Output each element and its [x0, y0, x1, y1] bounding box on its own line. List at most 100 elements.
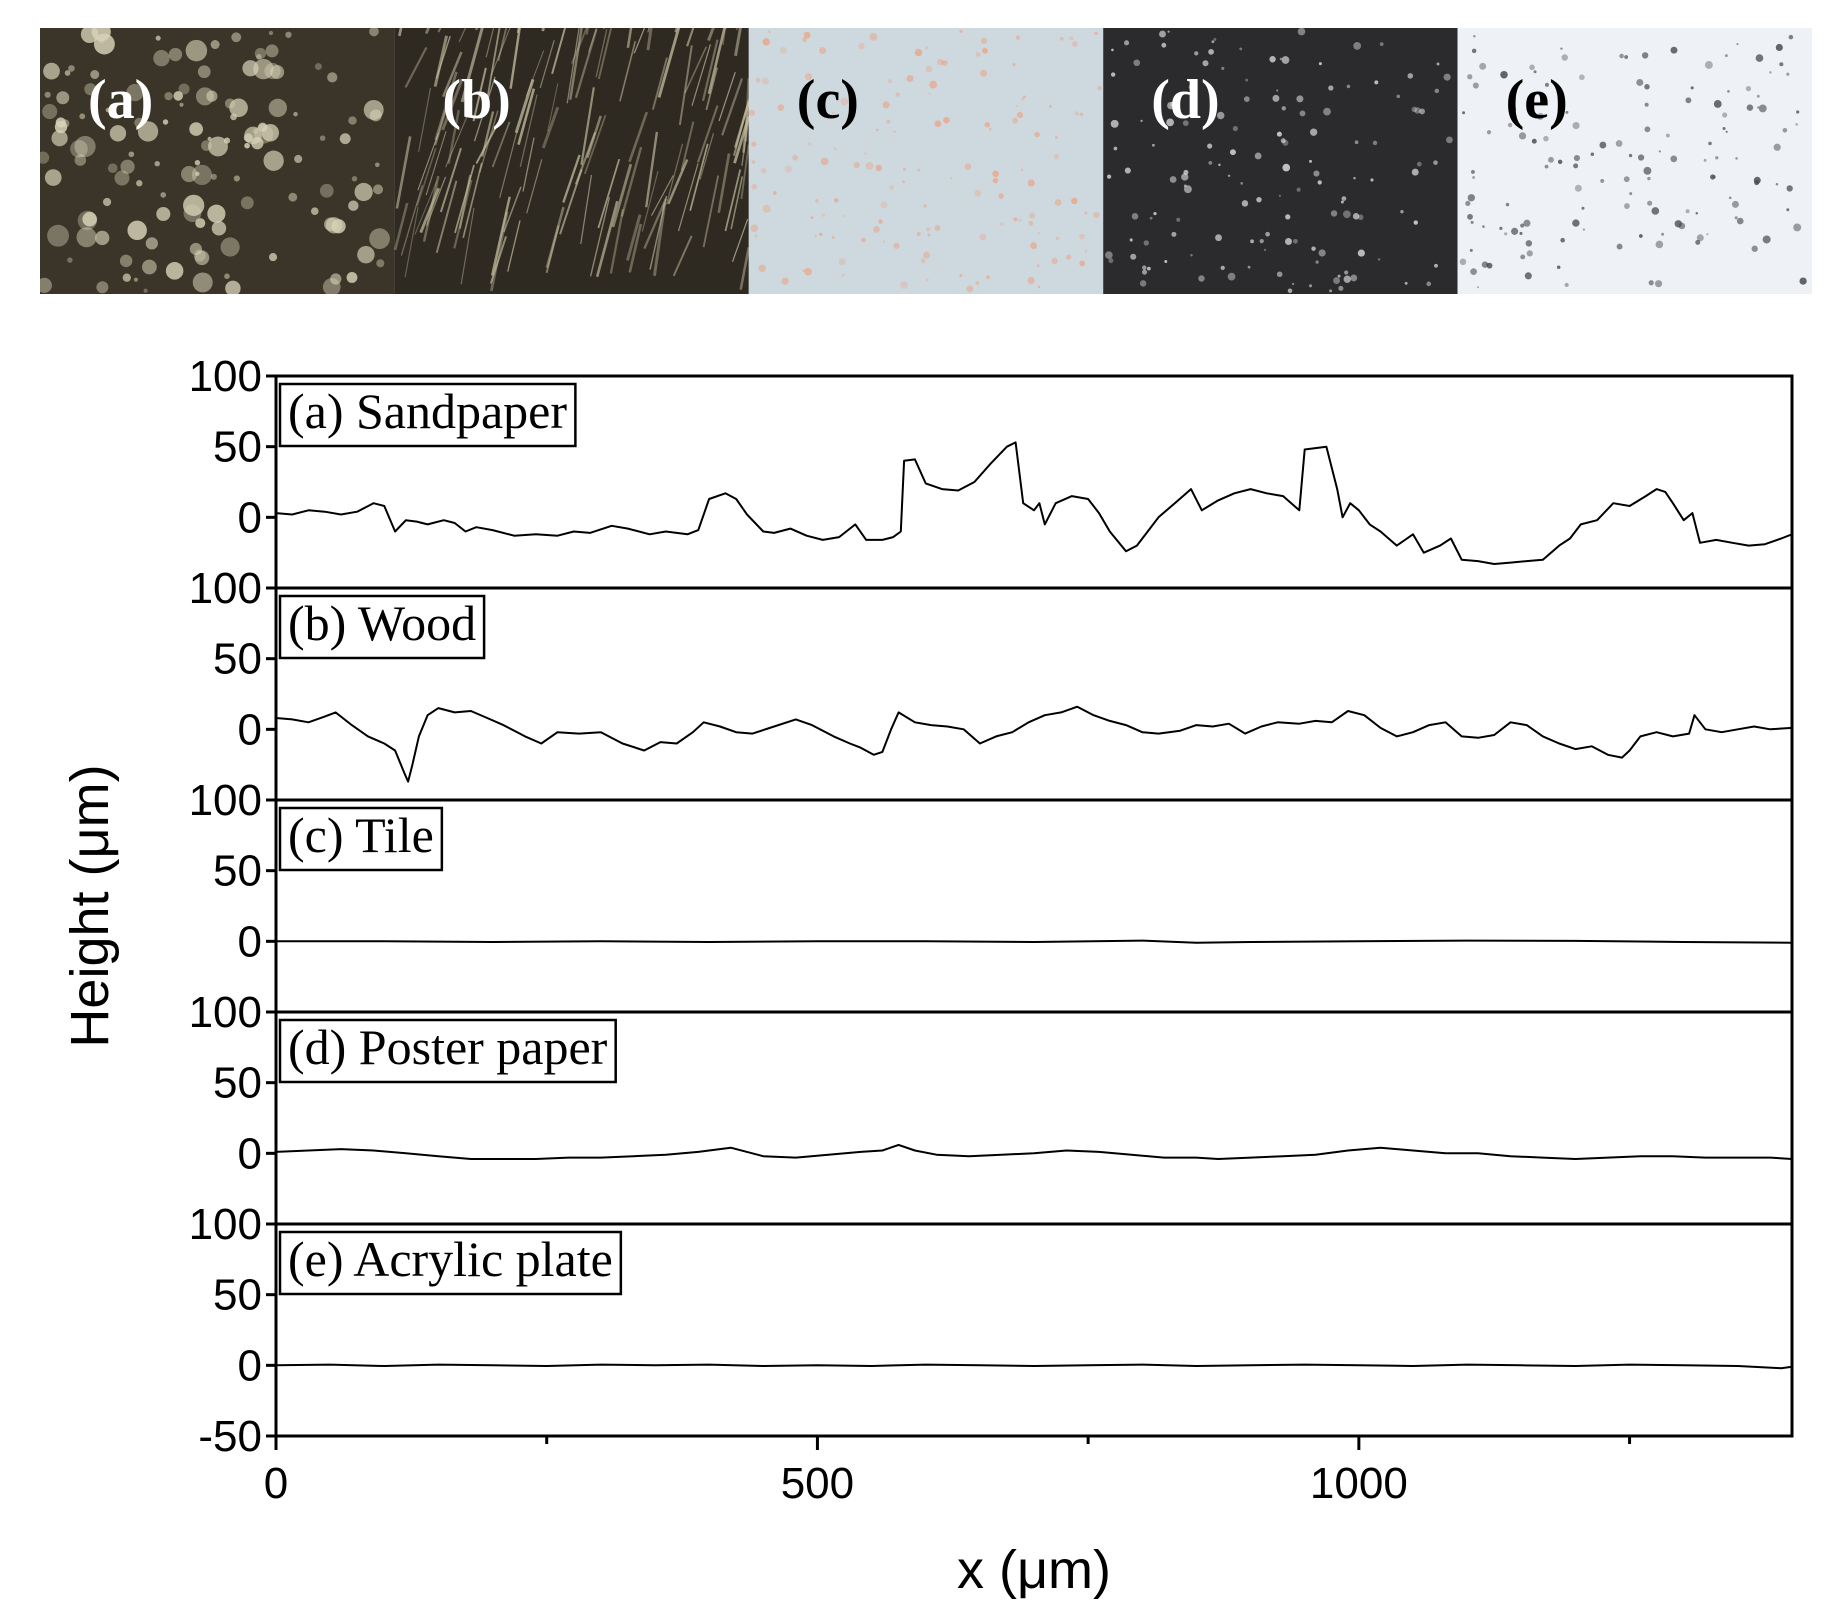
photo-texture-mark: [418, 87, 432, 152]
photo-texture-mark: [1247, 265, 1251, 269]
photo-texture-mark: [74, 135, 96, 158]
photo-texture-mark: [1241, 200, 1249, 207]
photo-texture-mark: [1015, 104, 1018, 108]
y-tick-label: 50: [213, 423, 262, 472]
photo-texture-mark: [920, 258, 926, 264]
photo-texture-mark: [1280, 138, 1286, 144]
photo-texture-mark: [462, 162, 483, 238]
photo-texture-mark: [1227, 174, 1231, 178]
photo-texture-mark: [1079, 112, 1084, 117]
photo-texture-mark: [1708, 141, 1712, 146]
photo-texture-mark: [503, 186, 522, 233]
photo-texture-mark: [882, 240, 885, 243]
photo-texture-mark: [1208, 160, 1213, 165]
photo-texture-mark: [1202, 60, 1209, 67]
photo-texture-mark: [925, 65, 933, 73]
photo-texture-mark: [1113, 146, 1118, 151]
photo-texture-mark: [992, 177, 999, 184]
photo-texture-mark: [145, 237, 158, 250]
photo-texture-mark: [1773, 143, 1781, 151]
photo-texture-mark: [934, 225, 941, 231]
photo-texture-mark: [1638, 234, 1643, 238]
photo-texture-mark: [231, 32, 242, 43]
photo-texture-mark: [1658, 150, 1661, 153]
photo-texture-mark: [934, 120, 942, 128]
photo-texture-mark: [257, 122, 268, 133]
photo-texture-mark: [1340, 200, 1344, 204]
photo-texture-mark: [808, 142, 812, 146]
photo-texture-mark: [1471, 48, 1477, 54]
photo-texture-mark: [732, 100, 750, 156]
photo-texture-mark: [1164, 259, 1168, 263]
photo-texture-mark: [327, 72, 338, 83]
panel-label-box: [278, 594, 486, 660]
photo-texture-mark: [779, 46, 787, 54]
photo-texture-mark: [858, 43, 865, 50]
photo-texture-mark: [611, 163, 633, 228]
photo-label: (e): [1506, 69, 1568, 131]
photo-texture-mark: [597, 158, 621, 229]
photo-texture-mark: [314, 63, 322, 71]
panel-label-box: [278, 1018, 617, 1084]
photo-texture-mark: [122, 273, 131, 282]
photo-texture-mark: [1013, 217, 1018, 222]
photo-texture-mark: [1188, 85, 1193, 90]
photo-texture-mark: [1245, 78, 1249, 82]
photo-texture-mark: [1279, 57, 1283, 61]
photo-texture-mark: [1372, 140, 1378, 146]
photo-texture-mark: [256, 54, 262, 60]
photo-texture-mark: [1470, 268, 1477, 275]
photo-texture-mark: [1647, 200, 1653, 206]
photo-texture-mark: [143, 288, 148, 293]
photo-texture-mark: [195, 87, 215, 106]
photo-texture-mark: [1500, 70, 1508, 79]
photo-texture-mark: [1166, 118, 1174, 127]
photo-texture-mark: [1296, 187, 1301, 192]
photo-texture-mark: [628, 111, 649, 163]
photo-texture-mark: [1330, 210, 1338, 217]
photo-texture-mark: [1624, 203, 1630, 209]
photo-texture-mark: [1318, 249, 1326, 257]
photo-texture-mark: [1651, 207, 1660, 215]
photo-texture-mark: [1149, 216, 1153, 220]
photo-texture-mark: [1600, 178, 1605, 183]
y-tick-label: 0: [238, 493, 262, 542]
y-axis-title: Height (μm): [60, 764, 120, 1047]
panel: 100 50 0 (d) Poster paper: [189, 988, 1794, 1226]
photo-texture-mark: [1190, 253, 1193, 257]
photo-texture-mark: [225, 280, 241, 297]
photo-texture-mark: [185, 39, 208, 62]
photo-texture-mark: [1722, 112, 1728, 118]
photo-texture-mark: [863, 152, 867, 156]
photo-texture-mark: [667, 158, 689, 205]
photo-texture-mark: [981, 47, 989, 54]
photo-texture-mark: [330, 273, 342, 285]
photo-texture-mark: [1573, 163, 1579, 169]
photo-texture-mark: [657, 27, 681, 98]
photo-background: [40, 28, 395, 294]
photo-texture-mark: [201, 140, 212, 152]
photo-texture-mark: [1745, 85, 1752, 92]
photo-texture-mark: [1211, 40, 1215, 44]
photo-texture-mark: [1557, 159, 1563, 165]
photo-texture-mark: [1124, 40, 1130, 46]
photo-texture-mark: [1142, 265, 1147, 270]
photo-texture-mark: [731, 218, 749, 262]
photo-texture-mark: [1786, 185, 1793, 192]
photo-texture-mark: [1795, 122, 1799, 126]
photo-texture-mark: [751, 141, 757, 147]
photo-tile: (a): [36, 22, 395, 297]
photo-texture-mark: [1482, 225, 1485, 228]
photo-texture-mark: [1615, 140, 1623, 147]
photo-texture-mark: [195, 171, 200, 177]
photo-texture-mark: [1299, 110, 1306, 117]
photo-texture-mark: [589, 197, 611, 277]
photo-texture-mark: [1218, 163, 1221, 167]
photo-texture-mark: [916, 232, 921, 237]
photo-texture-mark: [252, 128, 259, 134]
height-profile-line: [275, 705, 1793, 783]
photo-texture-mark: [1182, 120, 1189, 127]
photo-texture-mark: [210, 173, 217, 180]
photo-texture-mark: [718, 71, 736, 122]
